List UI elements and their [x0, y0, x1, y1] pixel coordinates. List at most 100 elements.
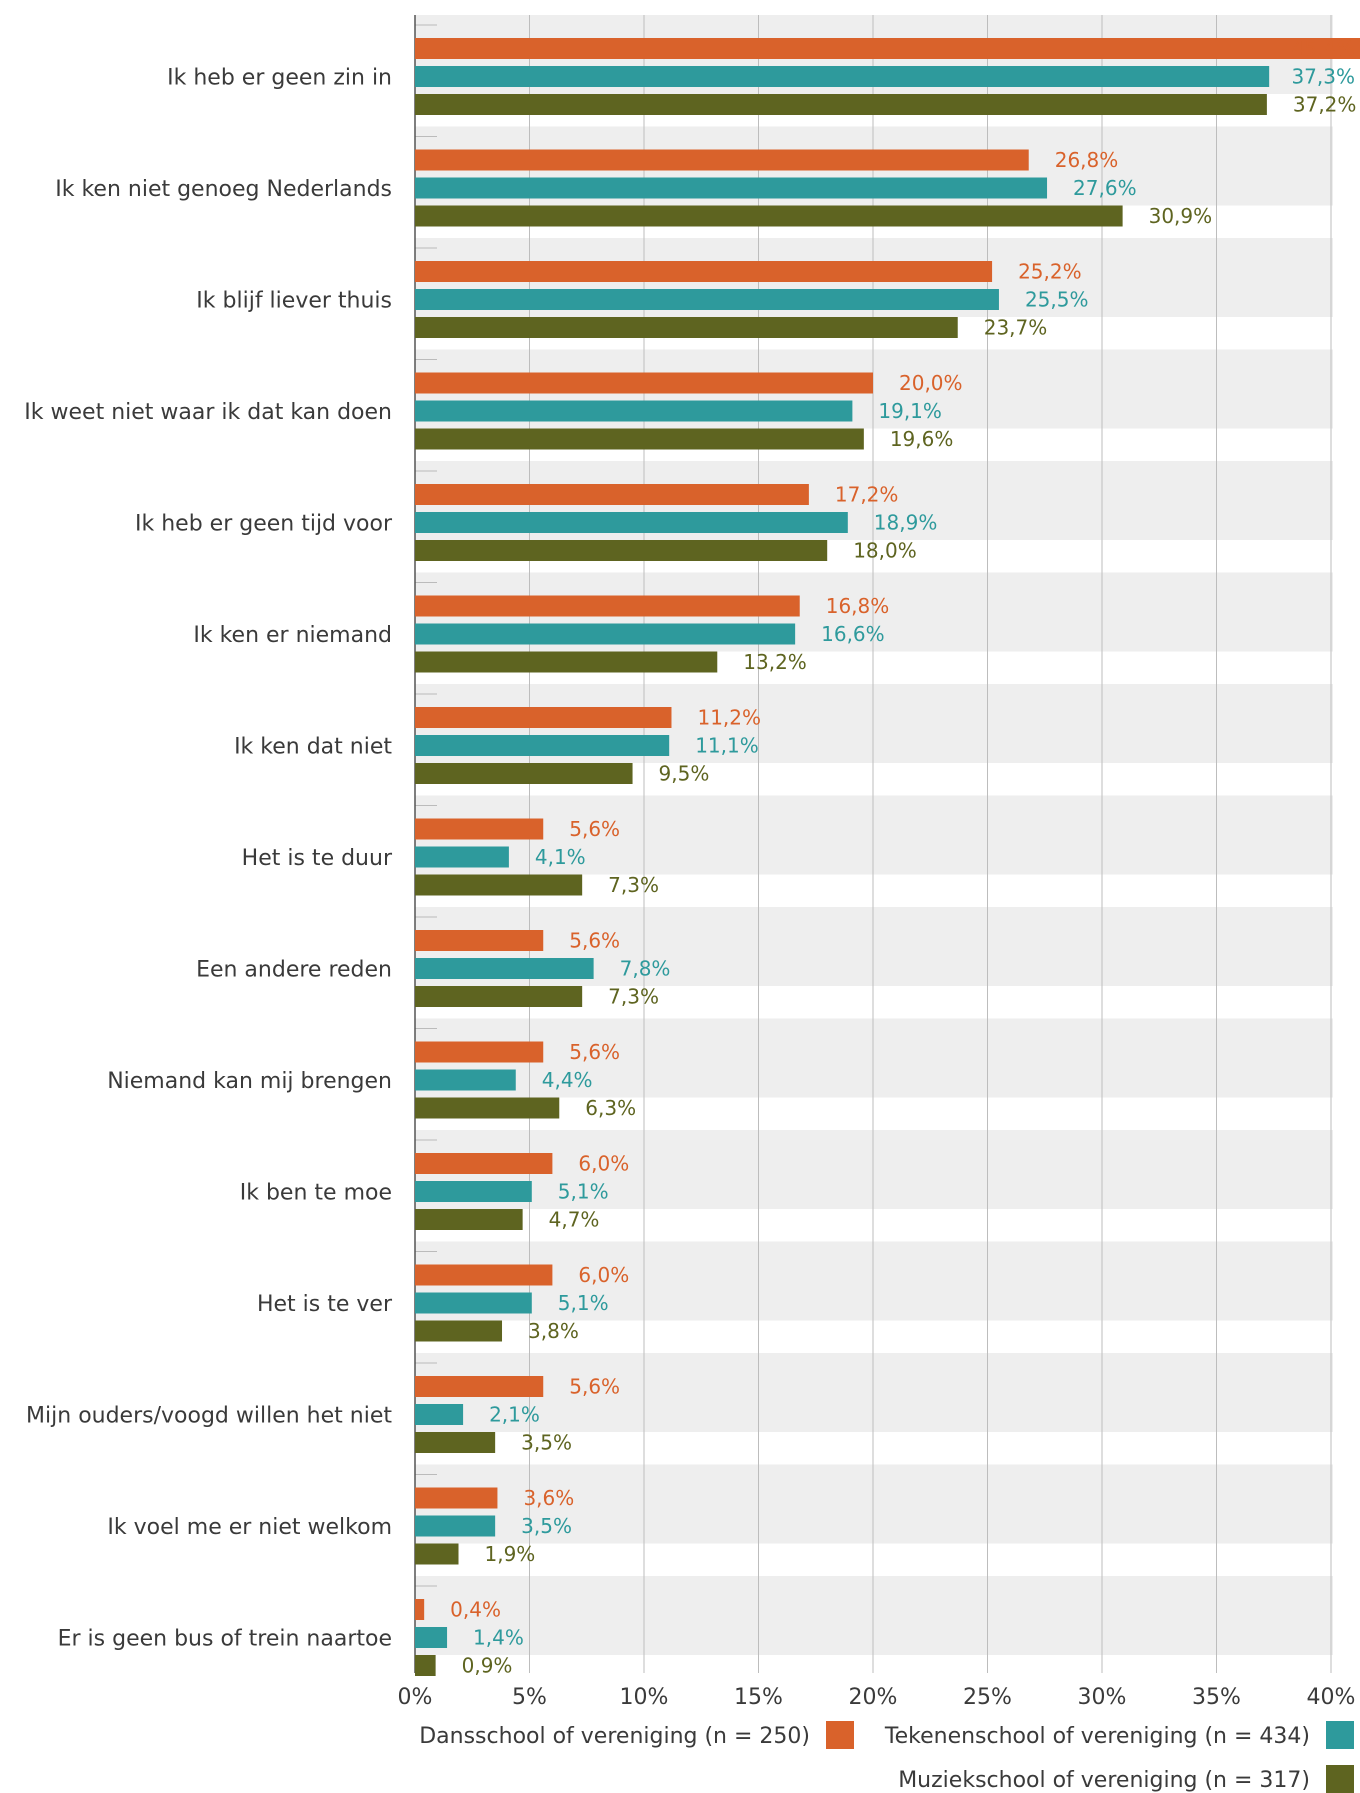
bar [415, 317, 958, 338]
category-label: Ik voel me er niet welkom [107, 1515, 392, 1540]
bar [415, 484, 809, 505]
bar [415, 1153, 553, 1174]
category-label: Het is te ver [257, 1292, 393, 1317]
bars: 45,4% 26,8% 25,2% 20,0% 17,2% 16,8% 11,2% 5,6% 5… [415, 37, 1360, 1678]
bar [415, 1599, 425, 1620]
data-label: 30,9% [1149, 204, 1213, 228]
legend: Dansschool of vereniging (n = 250) Tekene… [419, 1721, 1354, 1793]
x-tick-label: 30% [1078, 1685, 1127, 1710]
bar [415, 958, 594, 979]
data-label: 5,6% [569, 1375, 620, 1399]
category-label: Ik ken dat niet [234, 735, 392, 760]
data-label: 9,5% [659, 762, 710, 786]
bar [415, 38, 1360, 59]
data-label: 4,4% [542, 1068, 593, 1092]
data-label: 6,0% [578, 1263, 629, 1287]
bar [415, 1487, 498, 1509]
data-label: 16,8% [826, 594, 890, 618]
data-label: 25,2% [1018, 260, 1082, 284]
data-label: 4,1% [535, 845, 586, 869]
data-label: 26,8% [1055, 148, 1119, 172]
row-band [415, 1576, 1333, 1655]
bar [415, 1515, 496, 1537]
bar [415, 289, 999, 310]
row-band [415, 1130, 1333, 1209]
bar [415, 1404, 464, 1425]
category-label: Ik blijf liever thuis [196, 289, 392, 314]
data-label: 18,0% [853, 539, 917, 563]
bar [415, 261, 993, 282]
legend-swatch [1326, 1765, 1354, 1793]
bar [415, 986, 583, 1007]
category-label: Niemand kan mij brengen [107, 1069, 392, 1094]
data-label: 20,0% [899, 371, 963, 395]
data-label: 37,2% [1293, 93, 1357, 117]
bar [415, 428, 864, 450]
legend-label: Dansschool of vereniging (n = 250) [419, 1724, 810, 1749]
row-band [415, 795, 1333, 875]
data-label: 23,7% [984, 316, 1048, 340]
bar [415, 372, 873, 394]
legend-swatch [826, 1721, 854, 1749]
data-label: 37,3% [1291, 65, 1355, 89]
data-label: 3,5% [521, 1514, 572, 1538]
bar [415, 400, 853, 422]
data-label: 18,9% [874, 511, 938, 535]
x-tick-label: 35% [1192, 1685, 1241, 1710]
row-band [415, 1464, 1333, 1544]
data-label: 3,6% [523, 1486, 574, 1510]
x-tick-label: 25% [963, 1685, 1012, 1710]
bar [415, 205, 1123, 227]
legend-swatch [1326, 1721, 1354, 1749]
category-label: Ik heb er geen tijd voor [135, 512, 393, 537]
category-label: Een andere reden [196, 958, 392, 983]
category-label: Ik ken niet genoeg Nederlands [55, 177, 392, 202]
category-label: Ik ben te moe [240, 1181, 392, 1206]
bar [415, 930, 544, 951]
bar [415, 66, 1270, 87]
data-label: 1,4% [473, 1626, 524, 1650]
bar [415, 1543, 459, 1565]
data-label: 3,5% [521, 1431, 572, 1455]
bar [415, 735, 670, 756]
row-band [415, 1018, 1333, 1098]
data-label: 0,4% [450, 1598, 501, 1622]
data-label: 1,9% [485, 1542, 536, 1566]
bar [415, 1209, 523, 1230]
legend-label: Muziekschool of vereniging (n = 317) [898, 1768, 1310, 1793]
category-labels: Ik heb er geen zin in Ik ken niet genoeg … [24, 66, 393, 1652]
category-label: Ik heb er geen zin in [167, 66, 392, 91]
category-label: Er is geen bus of trein naartoe [58, 1627, 392, 1652]
data-label: 16,6% [821, 622, 885, 646]
data-label: 5,6% [569, 929, 620, 953]
bar [415, 1041, 544, 1063]
bar [415, 94, 1267, 115]
x-axis-ticks: 0% 5% 10% 15% 20% 25% 30% 35% 40% [398, 1685, 1356, 1710]
x-tick-label: 40% [1307, 1685, 1356, 1710]
legend-label: Tekenenschool of vereniging (n = 434) [884, 1724, 1310, 1749]
data-label: 5,6% [569, 817, 620, 841]
bar [415, 1264, 553, 1286]
data-label: 13,2% [743, 650, 807, 674]
bar [415, 540, 828, 561]
data-label: 3,8% [528, 1319, 579, 1343]
data-label: 7,8% [620, 957, 671, 981]
data-label: 19,1% [878, 399, 942, 423]
bar [415, 1432, 496, 1453]
bar [415, 763, 633, 784]
data-label: 2,1% [489, 1403, 540, 1427]
bar [415, 846, 509, 868]
x-tick-label: 5% [512, 1685, 547, 1710]
data-label: 6,3% [585, 1096, 636, 1120]
row-band [415, 1353, 1333, 1432]
bar [415, 1376, 544, 1397]
category-label: Ik weet niet waar ik dat kan doen [24, 400, 392, 425]
x-tick-label: 0% [398, 1685, 433, 1710]
bar [415, 1320, 503, 1342]
data-label: 19,6% [890, 427, 954, 451]
data-label: 5,6% [569, 1040, 620, 1064]
data-label: 5,1% [558, 1291, 609, 1315]
bar [415, 595, 800, 617]
data-label: 4,7% [549, 1208, 600, 1232]
